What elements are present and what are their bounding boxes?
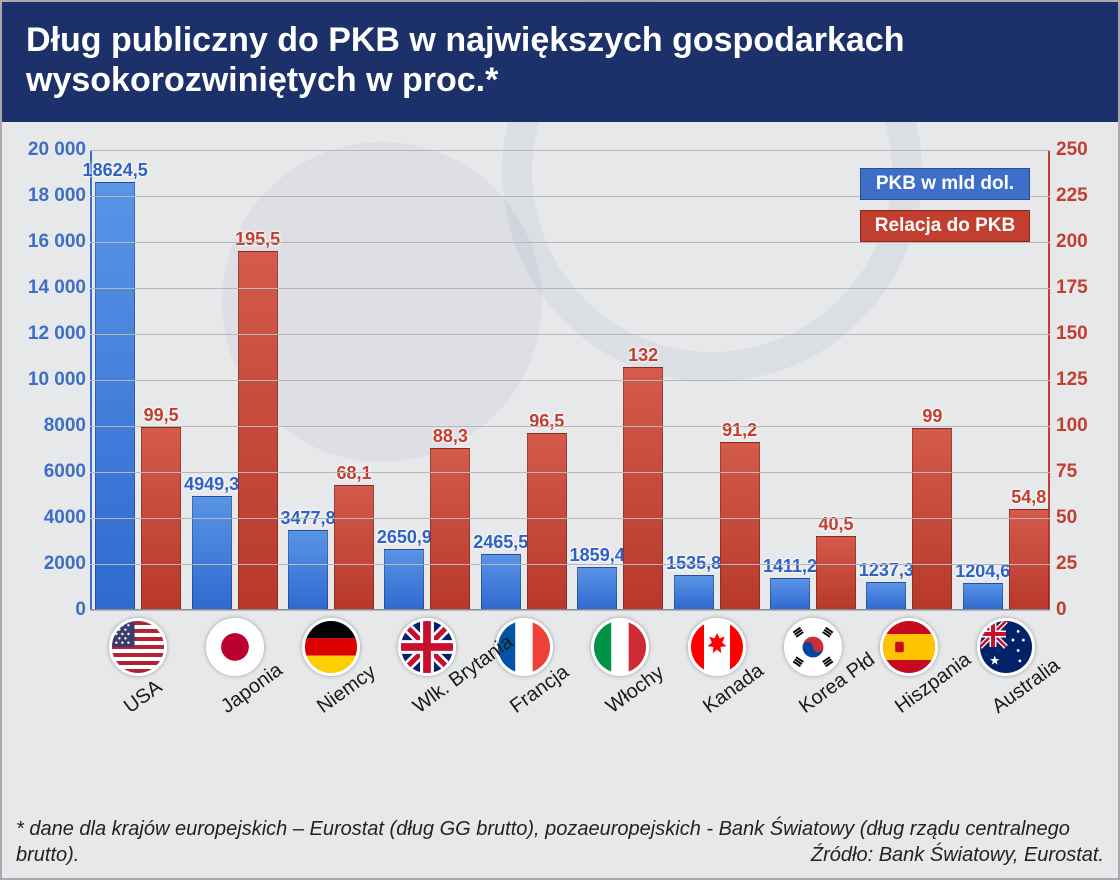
bar-value-ratio: 88,3 [433,426,468,449]
bar-gdp: 2465,5 [481,554,521,611]
ytick-right: 75 [1056,461,1110,483]
ytick-left: 2000 [8,553,86,575]
bar-value-ratio: 99,5 [144,405,179,428]
chart-title: Dług publiczny do PKB w największych gos… [26,20,1094,100]
ytick-left: 8000 [8,415,86,437]
ytick-right: 125 [1056,369,1110,391]
flag-icon [977,618,1035,676]
bar-value-gdp: 1237,3 [859,560,914,583]
ytick-left: 10 000 [8,369,86,391]
bar-ratio: 132 [623,367,663,610]
bar-value-gdp: 2650,9 [377,527,432,550]
gridline [90,288,1050,289]
gridline [90,610,1050,611]
bar-gdp: 1237,3 [866,582,906,610]
legend: PKB w mld dol. Relacja do PKB [860,168,1030,252]
ytick-left: 16 000 [8,231,86,253]
bar-gdp: 3477,8 [288,530,328,610]
bar-value-ratio: 195,5 [235,229,280,252]
source-text: Źródło: Bank Światowy, Eurostat. [811,842,1104,868]
legend-label-red: Relacja do PKB [860,210,1030,242]
ytick-left: 12 000 [8,323,86,345]
ytick-left: 0 [8,599,86,621]
bar-gdp: 1859,4 [577,567,617,610]
ytick-left: 6000 [8,461,86,483]
gridline [90,472,1050,473]
country-names-row: USAJaponiaNiemcyWlk. BrytaniaFrancjaWłoc… [90,682,1050,752]
bar-gdp: 4949,3 [192,496,232,610]
gridline [90,564,1050,565]
flag-icon [591,618,649,676]
bar-gdp: 18624,5 [95,182,135,610]
flag-icon [302,618,360,676]
gridline [90,426,1050,427]
bar-value-gdp: 18624,5 [83,160,148,183]
bar-value-ratio: 132 [628,345,658,368]
flag-icon [109,618,167,676]
ytick-right: 50 [1056,507,1110,529]
ytick-right: 25 [1056,553,1110,575]
flag-icon [784,618,842,676]
bar-ratio: 91,2 [720,442,760,610]
flag-icon [880,618,938,676]
bar-value-ratio: 91,2 [722,420,757,443]
chart-container: Dług publiczny do PKB w największych gos… [0,0,1120,880]
bar-value-ratio: 54,8 [1011,487,1046,510]
bar-value-gdp: 1411,2 [763,556,817,579]
ytick-right: 200 [1056,231,1110,253]
bar-value-gdp: 3477,8 [280,508,335,531]
chart-area: PKB w mld dol. Relacja do PKB 18624,5 99,… [2,122,1118,762]
bar-value-gdp: 2465,5 [473,532,528,555]
bar-value-ratio: 68,1 [336,463,371,486]
ytick-left: 20 000 [8,139,86,161]
ytick-left: 14 000 [8,277,86,299]
legend-label-blue: PKB w mld dol. [860,168,1030,200]
bar-gdp: 2650,9 [384,549,424,610]
flag-icon [398,618,456,676]
footer: * dane dla krajów europejskich – Eurosta… [16,816,1104,868]
flag-icon [206,618,264,676]
gridline [90,518,1050,519]
bar-value-ratio: 40,5 [818,514,853,537]
bar-ratio: 68,1 [334,485,374,610]
ytick-right: 100 [1056,415,1110,437]
legend-item-red: Relacja do PKB [860,210,1030,242]
bar-ratio: 40,5 [816,536,856,611]
bar-value-gdp: 4949,3 [184,474,239,497]
gridline [90,150,1050,151]
bar-ratio: 96,5 [527,433,567,611]
bar-gdp: 1204,6 [963,583,1003,611]
ytick-right: 150 [1056,323,1110,345]
bar-ratio: 54,8 [1009,509,1049,610]
legend-item-blue: PKB w mld dol. [860,168,1030,200]
flag-icon [688,618,746,676]
bar-gdp: 1411,2 [770,578,810,610]
gridline [90,334,1050,335]
ytick-right: 225 [1056,185,1110,207]
bar-gdp: 1535,8 [674,575,714,610]
bar-value-ratio: 96,5 [529,411,564,434]
ytick-right: 0 [1056,599,1110,621]
ytick-left: 18 000 [8,185,86,207]
header: Dług publiczny do PKB w największych gos… [2,2,1118,122]
ytick-right: 250 [1056,139,1110,161]
bar-ratio: 195,5 [238,251,278,611]
country-name: USA [120,676,167,719]
ytick-left: 4000 [8,507,86,529]
gridline [90,380,1050,381]
ytick-right: 175 [1056,277,1110,299]
